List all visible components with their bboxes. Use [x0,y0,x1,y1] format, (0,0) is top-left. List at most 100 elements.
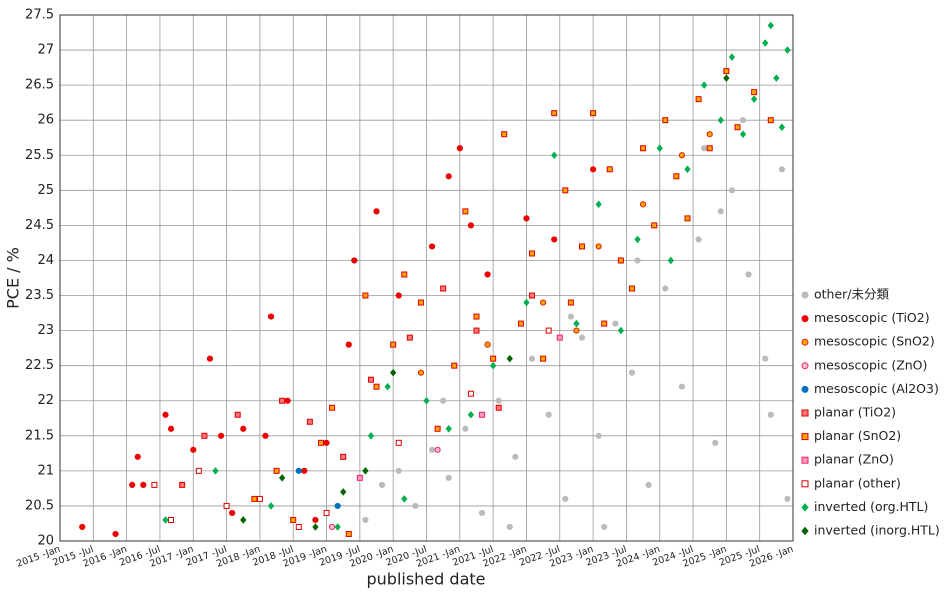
data-point [367,376,374,383]
data-point [606,166,613,173]
data-point [695,96,702,103]
data-point [251,495,258,502]
data-point [734,124,741,131]
data-point [384,382,391,391]
data-point [129,481,136,488]
data-point [495,397,502,404]
data-point [151,481,158,488]
data-point [706,131,713,138]
legend-marker [801,433,809,441]
y-tick-label: 23.5 [25,288,54,303]
data-point [79,523,86,531]
data-point [578,243,585,250]
data-point [423,396,430,405]
data-point [551,110,558,117]
data-point [701,81,708,89]
y-tick-label: 22.5 [25,358,54,373]
data-point [745,271,752,278]
data-point [162,411,169,418]
data-point [428,446,436,453]
legend-label: mesoscopic (TiO2) [814,310,930,325]
y-tick-label: 23 [37,323,54,338]
data-point [551,151,558,160]
y-tick-label: 27 [37,43,54,58]
data-point [456,145,463,152]
legend-marker [801,409,809,417]
data-point [523,298,530,307]
data-point [601,320,608,327]
data-point [601,523,608,531]
legend-marker [801,385,809,393]
data-point [378,481,386,488]
data-point [462,425,469,432]
data-point [312,523,319,531]
data-point [578,334,586,341]
data-point [545,411,552,418]
data-point [445,425,452,433]
data-point [589,166,597,173]
data-point [484,341,491,348]
data-point [751,89,758,96]
data-point [401,271,408,278]
data-point [739,130,747,139]
data-point [684,215,691,222]
data-point [529,250,536,257]
data-point [762,39,769,47]
data-point [656,144,663,153]
data-point [373,383,380,390]
data-point [334,502,341,510]
y-tick-label: 21.5 [25,428,54,443]
data-point [323,509,330,516]
legend-marker [801,526,809,536]
data-point [467,222,475,229]
legend-marker [801,503,809,512]
data-point [767,21,774,30]
data-point [662,285,669,292]
legend-label: inverted (org.HTL) [814,499,928,514]
x-axis-label: published date [367,570,486,589]
data-point [595,200,602,209]
data-point [617,257,624,264]
data-point [590,110,597,117]
data-point [234,411,241,418]
data-point [401,495,408,503]
data-point [717,208,724,215]
data-point [778,123,786,131]
data-point [545,327,552,334]
legend-marker [801,362,809,370]
data-point [728,187,736,194]
data-point [467,390,474,397]
data-point [706,145,713,152]
data-point [417,369,425,376]
data-point [240,425,247,432]
data-point [556,334,563,341]
data-point [345,530,352,537]
data-point [723,68,730,75]
data-point [390,341,397,348]
data-point [517,320,524,327]
data-point [440,397,447,404]
data-point [373,208,380,215]
data-point [312,516,319,524]
data-point [195,467,202,474]
data-point [506,354,513,363]
data-point [340,488,347,496]
data-point [467,410,475,419]
y-tick-label: 20.5 [25,498,54,513]
data-point [112,530,119,538]
data-point [295,523,302,530]
data-point [179,481,186,488]
data-point [529,292,536,299]
data-point [201,432,208,439]
legend-marker [801,291,809,299]
data-point [767,411,774,418]
data-point [506,523,513,531]
y-axis-label: PCE / % [4,247,23,309]
data-point [701,145,708,152]
data-point [634,257,641,264]
legend-marker [801,456,809,464]
data-point [540,355,547,362]
data-point [278,474,286,482]
data-point [206,355,214,362]
data-point [712,439,719,446]
